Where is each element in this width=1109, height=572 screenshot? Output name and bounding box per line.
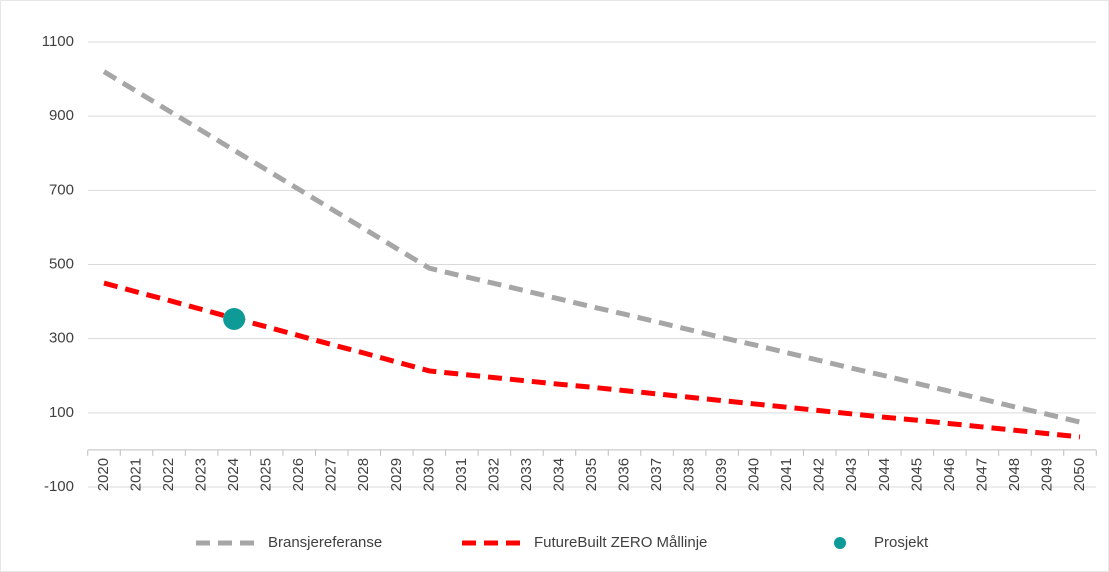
x-tick-label: 2025 [258, 458, 275, 491]
y-tick-label: 900 [49, 107, 74, 124]
x-tick-label: 2049 [1038, 458, 1055, 491]
data-point [223, 308, 246, 331]
x-tick-label: 2047 [973, 458, 990, 491]
legend-label: Bransjereferanse [268, 534, 382, 551]
x-tick-label: 2041 [778, 458, 795, 491]
x-tick-label: 2020 [95, 458, 112, 491]
y-tick-label: 500 [49, 255, 74, 272]
legend-item: Prosjekt [834, 534, 929, 551]
x-tick-label: 2043 [843, 458, 860, 491]
legend-item: FutureBuilt ZERO Mållinje [462, 534, 707, 551]
x-tick-label: 2036 [616, 458, 633, 491]
x-tick-label: 2046 [941, 458, 958, 491]
x-tick-label: 2035 [583, 458, 600, 491]
x-tick-label: 2045 [908, 458, 925, 491]
y-tick-label: 300 [49, 330, 74, 347]
y-tick-label: 1100 [42, 33, 74, 50]
x-tick-label: 2048 [1006, 458, 1023, 491]
y-tick-label: 700 [49, 181, 74, 198]
x-tick-label: 2021 [128, 458, 145, 491]
x-tick-label: 2033 [518, 458, 535, 491]
x-tick-label: 2034 [550, 458, 567, 491]
x-tick-label: 2024 [225, 458, 242, 491]
y-tick-label: 100 [49, 404, 74, 421]
legend-item: Bransjereferanse [196, 534, 382, 551]
x-tick-label: 2029 [388, 458, 405, 491]
x-tick-label: 2023 [193, 458, 210, 491]
legend-label: FutureBuilt ZERO Mållinje [534, 534, 707, 551]
x-tick-label: 2039 [713, 458, 730, 491]
x-tick-label: 2040 [746, 458, 763, 491]
x-tick-label: 2027 [323, 458, 340, 491]
data-line [102, 69, 1081, 425]
x-tick-label: 2042 [811, 458, 828, 491]
legend-swatch [834, 537, 846, 549]
x-tick-label: 2031 [453, 458, 470, 491]
y-tick-label: -100 [44, 478, 74, 495]
legend-label: Prosjekt [874, 534, 929, 551]
x-tick-label: 2032 [485, 458, 502, 491]
x-tick-label: 2044 [876, 458, 893, 491]
x-tick-label: 2022 [160, 458, 177, 491]
x-tick-label: 2038 [681, 458, 698, 491]
x-tick-label: 2028 [355, 458, 372, 491]
data-line [103, 280, 1081, 440]
x-tick-label: 2050 [1071, 458, 1088, 491]
x-tick-label: 2037 [648, 458, 665, 491]
x-tick-label: 2030 [420, 458, 437, 491]
x-tick-label: 2026 [290, 458, 307, 491]
